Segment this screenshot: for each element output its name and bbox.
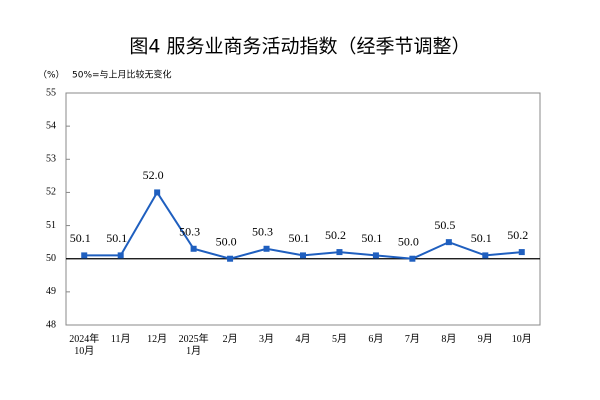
note: 50%=与上月比较无变化 bbox=[72, 69, 172, 81]
data-label: 52.0 bbox=[143, 168, 164, 182]
data-label: 50.1 bbox=[106, 231, 127, 245]
marker bbox=[263, 245, 270, 252]
x-tick-label: 2月 bbox=[222, 334, 238, 345]
data-label: 50.0 bbox=[216, 234, 237, 248]
data-label: 50.5 bbox=[434, 218, 455, 232]
y-tick-label: 48 bbox=[46, 319, 56, 330]
marker bbox=[445, 239, 452, 246]
marker bbox=[336, 249, 343, 256]
data-label: 50.3 bbox=[252, 225, 273, 239]
data-label: 50.0 bbox=[398, 234, 419, 248]
y-tick-label: 53 bbox=[46, 154, 56, 165]
x-tick-label: 8月 bbox=[441, 334, 457, 345]
x-tick-label: 4月 bbox=[295, 334, 311, 345]
chart-title: 图4 服务业商务活动指数（经季节调整） bbox=[129, 36, 470, 58]
marker bbox=[372, 252, 379, 259]
x-tick-label: 10月 bbox=[511, 334, 532, 345]
data-label: 50.1 bbox=[289, 231, 310, 245]
x-tick-label: 5月 bbox=[331, 334, 347, 345]
marker bbox=[300, 252, 306, 259]
data-label: 50.2 bbox=[325, 228, 346, 242]
data-label: 50.2 bbox=[507, 228, 528, 242]
marker bbox=[81, 252, 88, 259]
marker bbox=[190, 245, 197, 252]
line bbox=[84, 190, 522, 260]
x-tick-label: 2024年 10月 bbox=[69, 334, 100, 357]
y-tick-label: 55 bbox=[46, 87, 56, 98]
marker bbox=[154, 189, 161, 196]
data-label: 50.1 bbox=[70, 231, 91, 245]
data-label: 50.3 bbox=[179, 225, 200, 239]
y-tick-label: 54 bbox=[46, 120, 56, 131]
marker bbox=[227, 255, 234, 262]
data-label: 50.1 bbox=[471, 231, 492, 245]
x-tick-label: 11月 bbox=[110, 334, 131, 345]
x-tick-label: 7月 bbox=[404, 334, 420, 345]
marker bbox=[518, 249, 525, 256]
x-tick-label: 12月 bbox=[147, 334, 168, 345]
x-tick-label: 2025年 1月 bbox=[178, 334, 209, 357]
marker bbox=[482, 252, 489, 259]
unit-label: （%） bbox=[38, 70, 65, 81]
marker bbox=[117, 252, 124, 259]
x-tick-label: 3月 bbox=[259, 334, 275, 345]
marker bbox=[409, 255, 416, 262]
plot-frame bbox=[65, 92, 541, 326]
y-tick-label: 52 bbox=[46, 187, 56, 198]
y-tick-label: 50 bbox=[46, 253, 56, 264]
data-label: 50.1 bbox=[361, 231, 382, 245]
x-tick-label: 6月 bbox=[368, 334, 384, 345]
y-tick-label: 49 bbox=[46, 286, 56, 297]
x-tick-label: 9月 bbox=[477, 334, 493, 345]
y-tick-label: 51 bbox=[46, 220, 56, 231]
